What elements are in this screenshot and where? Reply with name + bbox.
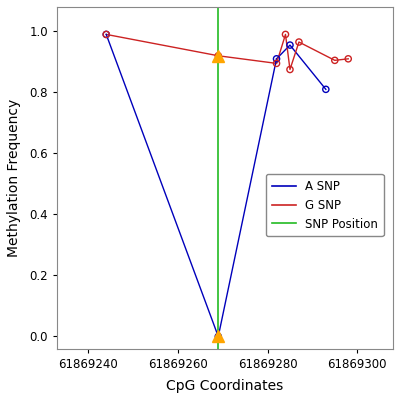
Point (215, 333, 222, 340)
Point (215, 52, 222, 59)
Point (345, 56, 352, 62)
Point (273, 56, 280, 62)
Point (103, 31, 110, 38)
Point (282, 31, 289, 38)
Legend: A SNP, G SNP, SNP Position: A SNP, G SNP, SNP Position (266, 174, 384, 236)
Point (287, 42, 293, 48)
Point (332, 57, 338, 64)
Point (287, 66, 293, 73)
Point (273, 60, 280, 66)
Point (323, 86, 329, 92)
Y-axis label: Methylation Frequency: Methylation Frequency (7, 99, 21, 257)
X-axis label: CpG Coordinates: CpG Coordinates (166, 379, 284, 393)
Point (103, 31, 110, 38)
Point (296, 39, 302, 45)
